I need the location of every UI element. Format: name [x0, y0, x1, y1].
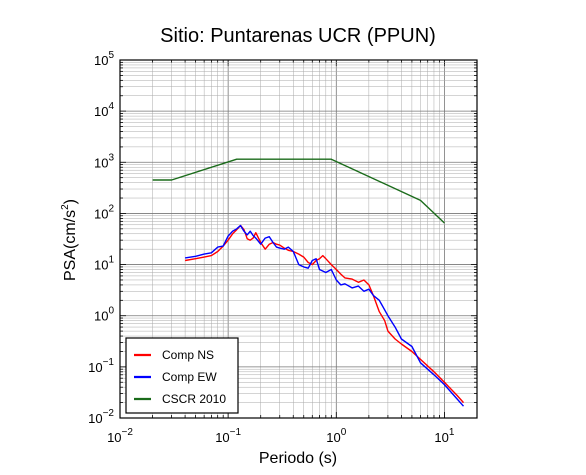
x-tick-label-exponent: 1 — [449, 427, 455, 438]
x-tick-label-base: 10 — [215, 430, 229, 445]
y-tick-label-exponent: −2 — [103, 408, 115, 419]
y-tick-label-base: 10 — [94, 309, 108, 324]
y-tick-label-base: 10 — [94, 104, 108, 119]
chart-title: Sitio: Puntarenas UCR (PPUN) — [160, 25, 436, 47]
y-tick-label-exponent: 1 — [108, 255, 114, 266]
y-tick-label-base: 10 — [94, 206, 108, 221]
y-tick-label: 102 — [94, 203, 114, 221]
x-tick-label: 10−1 — [215, 427, 241, 445]
x-tick-label-base: 10 — [434, 430, 448, 445]
y-tick-label: 10−1 — [88, 357, 114, 375]
y-tick-label-exponent: 5 — [108, 50, 114, 61]
y-tick-label: 10−2 — [88, 408, 114, 426]
x-axis-label: Periodo (s) — [259, 450, 337, 467]
y-tick-label-base: 10 — [94, 155, 108, 170]
y-tick-label: 101 — [94, 255, 114, 273]
series-line-cscr-2010 — [152, 158, 445, 224]
y-axis-label: PSA(cm/s2) — [60, 199, 79, 281]
y-tick-label: 103 — [94, 152, 114, 170]
x-tick-label-exponent: 0 — [341, 427, 347, 438]
y-tick-label: 105 — [94, 50, 114, 68]
y-axis-label-superscript: 2 — [60, 204, 71, 210]
legend-label-comp-ns: Comp NS — [162, 348, 214, 362]
y-tick-label-base: 10 — [88, 411, 102, 426]
x-tick-label: 101 — [434, 427, 454, 445]
legend-label-comp-ew: Comp EW — [162, 370, 217, 384]
y-tick-label: 100 — [94, 306, 114, 324]
x-axis-ticks: 10−2 10−1 100 101 — [107, 427, 455, 445]
series-layer — [152, 158, 465, 407]
y-tick-label: 104 — [94, 101, 114, 119]
y-tick-label-base: 10 — [94, 258, 108, 273]
y-tick-label-base: 10 — [88, 360, 102, 375]
y-tick-label-exponent: −1 — [103, 357, 115, 368]
y-axis-label-base: PSA(cm/s — [62, 210, 79, 281]
x-tick-label-exponent: −1 — [230, 427, 242, 438]
x-tick-label-exponent: −2 — [122, 427, 134, 438]
x-tick-label-base: 10 — [107, 430, 121, 445]
x-tick-label: 10−2 — [107, 427, 133, 445]
x-tick-label-base: 10 — [326, 430, 340, 445]
legend-label-cscr-2010: CSCR 2010 — [162, 392, 226, 406]
y-tick-label-exponent: 4 — [108, 101, 114, 112]
y-tick-label-exponent: 0 — [108, 306, 114, 317]
grid — [119, 59, 478, 419]
y-tick-label-base: 10 — [94, 53, 108, 68]
y-axis-label-close: ) — [62, 199, 79, 204]
legend: Comp NS Comp EW CSCR 2010 — [125, 337, 239, 414]
series-line-comp-ew — [184, 224, 465, 407]
plot-frame — [119, 59, 478, 419]
x-tick-label: 100 — [326, 427, 346, 445]
y-tick-label-exponent: 3 — [108, 152, 114, 163]
legend-box — [125, 337, 239, 414]
y-tick-label-exponent: 2 — [108, 203, 114, 214]
